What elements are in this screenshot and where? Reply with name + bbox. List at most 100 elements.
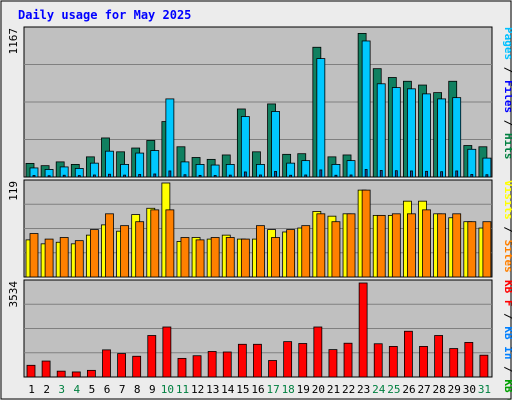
x-tick-label-9: 9 bbox=[149, 383, 156, 396]
bar-hits-files-pages-pages-24 bbox=[379, 170, 383, 178]
bar-kb-kb-f-28 bbox=[434, 335, 444, 378]
bar-hits-files-pages-pages-13 bbox=[213, 175, 217, 178]
x-tick-label-5: 5 bbox=[89, 383, 96, 396]
bar-hits-files-pages-pages-16 bbox=[259, 174, 262, 178]
legend-item-kb-0: KB F bbox=[502, 280, 512, 307]
bar-visits-sites-sites-31 bbox=[482, 221, 492, 278]
bar-hits-files-pages-pages-28 bbox=[440, 171, 444, 178]
bar-hits-files-pages-pages-17 bbox=[274, 171, 277, 178]
bar-hits-files-pages-pages-10 bbox=[168, 170, 172, 178]
bar-kb-kb-f-16 bbox=[253, 343, 262, 378]
bar-hits-files-pages-files-15 bbox=[240, 116, 250, 178]
legend-hits-files-pages: Pages / Files / Hits bbox=[502, 27, 512, 160]
bar-hits-files-pages-files-25 bbox=[391, 87, 401, 178]
bar-kb-kb-f-8 bbox=[132, 355, 142, 378]
bar-kb-kb-f-21 bbox=[328, 349, 338, 378]
ymax-label-kb: 3534 bbox=[7, 281, 20, 308]
bar-kb-kb-f-4 bbox=[71, 371, 81, 378]
bar-hits-files-pages-files-8 bbox=[135, 152, 145, 178]
bar-hits-files-pages-pages-1 bbox=[32, 175, 36, 178]
bar-hits-files-pages-files-27 bbox=[422, 93, 431, 178]
bar-kb-kb-f-9 bbox=[147, 335, 157, 378]
bar-visits-sites-sites-7 bbox=[120, 225, 129, 278]
legend-item-kb-2: KB In bbox=[502, 326, 512, 359]
bar-visits-sites-sites-6 bbox=[105, 213, 114, 278]
bar-hits-files-pages-pages-20 bbox=[319, 169, 323, 178]
bar-visits-sites-sites-1 bbox=[29, 233, 39, 278]
bar-visits-sites-sites-18 bbox=[286, 229, 296, 278]
bar-kb-kb-f-7 bbox=[117, 353, 126, 378]
bar-hits-files-pages-pages-12 bbox=[198, 174, 202, 178]
x-tick-label-21: 21 bbox=[327, 383, 340, 396]
bar-visits-sites-sites-8 bbox=[135, 221, 145, 278]
bar-kb-kb-f-15 bbox=[237, 343, 247, 378]
bar-hits-files-pages-pages-11 bbox=[183, 174, 187, 178]
bar-hits-files-pages-files-28 bbox=[437, 98, 447, 178]
bar-hits-files-pages-pages-18 bbox=[289, 174, 293, 178]
bar-kb-kb-f-26 bbox=[404, 330, 413, 378]
graph-title: Daily usage for May 2025 bbox=[18, 8, 191, 22]
bar-hits-files-pages-pages-22 bbox=[349, 174, 353, 178]
bar-visits-sites-sites-28 bbox=[437, 213, 447, 278]
bar-hits-files-pages-files-24 bbox=[376, 83, 386, 178]
x-tick-label-26: 26 bbox=[402, 383, 415, 396]
x-tick-label-20: 20 bbox=[312, 383, 325, 396]
bar-hits-files-pages-pages-19 bbox=[304, 174, 308, 178]
bar-visits-sites-sites-29 bbox=[452, 213, 462, 278]
x-tick-label-27: 27 bbox=[417, 383, 430, 396]
bar-hits-files-pages-pages-4 bbox=[77, 175, 81, 178]
bar-kb-kb-f-22 bbox=[343, 342, 353, 378]
x-tick-label-22: 22 bbox=[342, 383, 355, 396]
ymax-label-visits-sites: 119 bbox=[7, 181, 20, 201]
x-tick-label-3: 3 bbox=[58, 383, 65, 396]
bar-kb-kb-f-18 bbox=[283, 341, 293, 378]
legend-item-hits-files-pages-3: / bbox=[502, 113, 512, 133]
x-tick-label-10: 10 bbox=[161, 383, 174, 396]
bar-kb-kb-f-2 bbox=[41, 360, 51, 378]
bar-visits-sites-sites-12 bbox=[195, 239, 205, 278]
bar-visits-sites-sites-3 bbox=[59, 237, 69, 278]
bar-hits-files-pages-pages-3 bbox=[62, 174, 66, 178]
bar-visits-sites-sites-19 bbox=[301, 225, 311, 278]
x-tick-label-29: 29 bbox=[448, 383, 461, 396]
legend-item-hits-files-pages-4: Hits bbox=[502, 133, 512, 160]
bar-hits-files-pages-pages-25 bbox=[394, 170, 398, 178]
bar-hits-files-pages-files-9 bbox=[150, 150, 160, 178]
bar-visits-sites-sites-30 bbox=[467, 221, 477, 278]
bar-kb-kb-f-24 bbox=[373, 343, 383, 378]
bar-hits-files-pages-files-22 bbox=[346, 160, 356, 178]
x-tick-label-16: 16 bbox=[251, 383, 264, 396]
bar-kb-kb-f-1 bbox=[26, 364, 36, 378]
bar-hits-files-pages-pages-14 bbox=[228, 174, 232, 178]
bar-hits-files-pages-files-17 bbox=[271, 111, 280, 178]
bar-visits-sites-sites-23 bbox=[361, 189, 371, 278]
bar-kb-kb-f-27 bbox=[419, 346, 428, 378]
bar-visits-sites-sites-22 bbox=[346, 213, 356, 278]
bar-hits-files-pages-files-10 bbox=[165, 98, 175, 178]
x-tick-label-24: 24 bbox=[372, 383, 386, 396]
x-tick-label-11: 11 bbox=[176, 383, 189, 396]
x-tick-label-18: 18 bbox=[282, 383, 295, 396]
x-tick-label-15: 15 bbox=[236, 383, 249, 396]
bar-hits-files-pages-files-6 bbox=[105, 150, 114, 178]
x-tick-label-14: 14 bbox=[221, 383, 235, 396]
bar-hits-files-pages-pages-6 bbox=[108, 173, 111, 178]
bar-hits-files-pages-pages-29 bbox=[455, 170, 459, 178]
legend-item-visits-sites-0: Visits bbox=[502, 180, 512, 220]
bar-hits-files-pages-pages-2 bbox=[47, 175, 51, 178]
bar-hits-files-pages-pages-5 bbox=[92, 174, 96, 178]
ymax-label-hits-files-pages: 1167 bbox=[7, 28, 20, 55]
bar-visits-sites-sites-14 bbox=[225, 237, 235, 278]
bar-kb-kb-f-19 bbox=[298, 343, 308, 378]
bar-kb-kb-f-13 bbox=[207, 351, 217, 378]
legend-item-kb-3: / bbox=[502, 360, 512, 380]
bar-hits-files-pages-pages-15 bbox=[243, 171, 247, 178]
bar-visits-sites-sites-16 bbox=[256, 225, 265, 278]
legend-item-visits-sites-2: Sites bbox=[502, 240, 512, 273]
bar-visits-sites-sites-4 bbox=[74, 240, 84, 278]
bar-kb-kb-f-5 bbox=[86, 369, 96, 378]
bar-kb-kb-f-30 bbox=[464, 342, 474, 378]
x-tick-label-25: 25 bbox=[387, 383, 400, 396]
